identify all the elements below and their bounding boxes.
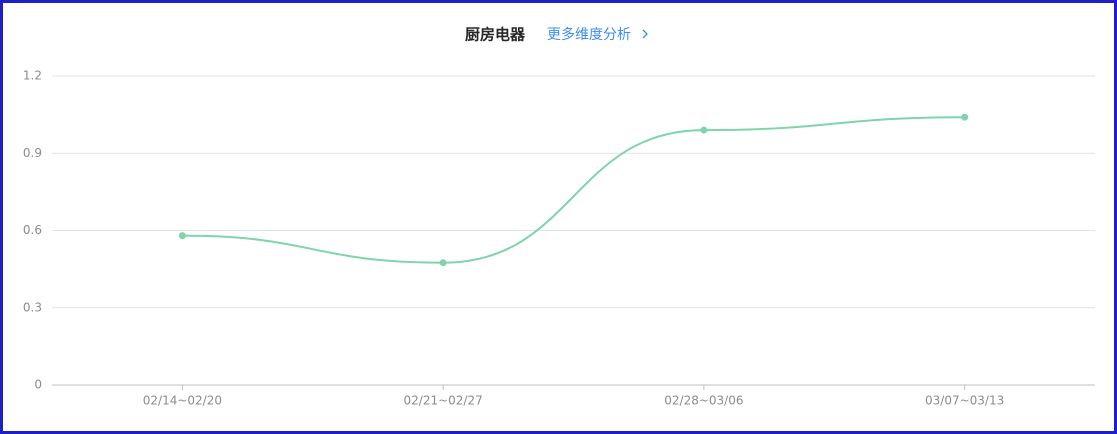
- more-analysis-link[interactable]: 更多维度分析: [547, 26, 631, 43]
- chart: 厨房电器 更多维度分析 0 0.3 0.6 0.9 1.2 02/14~02/20 02/2…: [23, 26, 1095, 408]
- chart-title: 厨房电器: [465, 26, 526, 44]
- x-tick-label: 02/28~03/06: [664, 394, 743, 408]
- y-tick-label: 1.2: [23, 69, 42, 83]
- x-tick-label: 02/21~02/27: [404, 394, 483, 408]
- data-point: [178, 232, 186, 240]
- data-point: [439, 259, 447, 267]
- line-series: [182, 116, 965, 264]
- y-tick-label: 0.3: [23, 300, 42, 314]
- data-point: [700, 126, 708, 134]
- x-tick-label: 02/14~02/20: [143, 394, 222, 408]
- link-arrow[interactable]: [642, 29, 648, 39]
- x-tick-label: 03/07~03/13: [925, 394, 1004, 408]
- data-point: [961, 113, 969, 121]
- y-tick-label: 0: [34, 378, 42, 392]
- y-tick-label: 0.6: [23, 223, 42, 237]
- y-tick-label: 0.9: [23, 146, 42, 160]
